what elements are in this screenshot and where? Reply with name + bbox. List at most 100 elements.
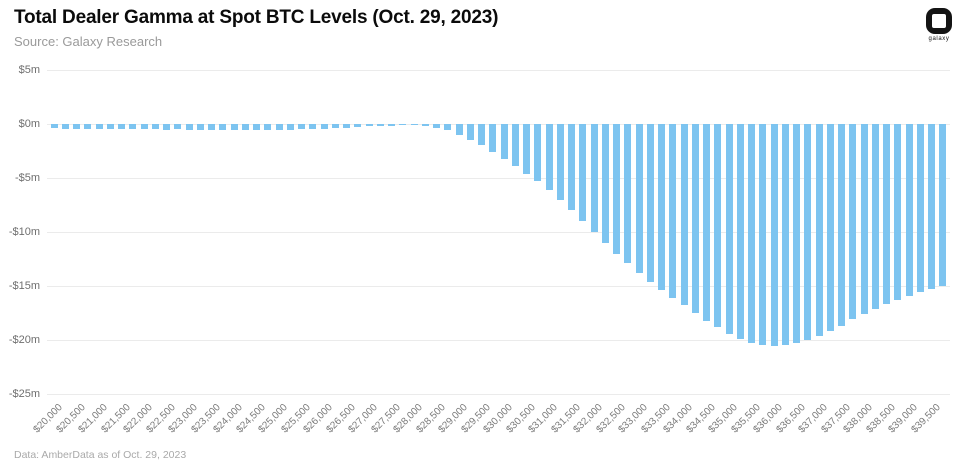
- y-axis-label: $5m: [18, 63, 40, 76]
- gridline: [47, 124, 950, 125]
- bar: [894, 124, 902, 301]
- gridline: [47, 394, 950, 395]
- bar: [905, 124, 913, 296]
- bar: [50, 124, 58, 129]
- bar: [208, 124, 215, 130]
- bar: [219, 124, 227, 130]
- bar: [534, 124, 542, 182]
- bar: [916, 124, 924, 293]
- bar: [84, 124, 92, 129]
- galaxy-logo-icon-hole: [932, 14, 946, 28]
- bar: [489, 124, 497, 153]
- bar: [264, 124, 272, 130]
- bar: [129, 124, 137, 129]
- y-axis-label: -$10m: [8, 225, 40, 238]
- bar: [624, 124, 632, 264]
- bar: [849, 124, 857, 320]
- bar: [646, 124, 654, 282]
- bar: [61, 124, 69, 129]
- bar: [388, 124, 395, 126]
- bar: [523, 124, 530, 174]
- galaxy-logo-label: galaxy: [928, 36, 950, 42]
- bar: [320, 124, 328, 129]
- bar: [748, 124, 755, 344]
- bar: [804, 124, 812, 340]
- bar: [590, 124, 598, 232]
- bar: [230, 124, 238, 130]
- bar: [466, 124, 474, 141]
- bar: [151, 124, 159, 130]
- y-axis-labels: $5m $0m -$5m -$10m -$15m -$20m -$25m: [0, 64, 42, 400]
- bar: [163, 124, 170, 130]
- bar: [455, 124, 463, 135]
- bar: [433, 124, 440, 129]
- bar: [883, 124, 890, 305]
- bar: [545, 124, 553, 190]
- bar: [826, 124, 834, 332]
- bar: [781, 124, 789, 346]
- bar: [174, 124, 182, 130]
- chart-subtitle: Source: Galaxy Research: [14, 34, 163, 49]
- bar: [343, 124, 350, 128]
- y-axis-label: -$25m: [8, 387, 40, 400]
- gridline: [47, 232, 950, 233]
- galaxy-logo-icon: [926, 8, 952, 34]
- bar: [500, 124, 508, 159]
- bar: [714, 124, 722, 328]
- bar: [939, 124, 947, 286]
- bar: [815, 124, 823, 336]
- bar: [376, 124, 384, 126]
- gridline: [47, 340, 950, 341]
- bar: [95, 124, 103, 129]
- y-axis-label: -$15m: [8, 279, 40, 292]
- bar: [73, 124, 80, 129]
- bar: [736, 124, 744, 339]
- bar: [196, 124, 204, 130]
- bar: [478, 124, 485, 145]
- footer-note: Data: AmberData as of Oct. 29, 2023: [14, 449, 187, 461]
- bar: [613, 124, 620, 254]
- bar: [118, 124, 125, 130]
- bar: [410, 124, 418, 126]
- bar: [838, 124, 845, 326]
- bar: [185, 124, 193, 130]
- bar: [399, 124, 407, 126]
- bar: [568, 124, 575, 211]
- bar: [860, 124, 868, 315]
- bar: [511, 124, 519, 167]
- bar: [298, 124, 305, 130]
- bar: [579, 124, 587, 222]
- bar: [253, 124, 260, 130]
- bar: [556, 124, 564, 200]
- chart-title: Total Dealer Gamma at Spot BTC Levels (O…: [14, 7, 499, 28]
- bar: [354, 124, 362, 128]
- bar: [669, 124, 677, 298]
- y-axis-label: $0m: [18, 117, 40, 130]
- bar: [140, 124, 148, 130]
- bar: [309, 124, 317, 130]
- gridline: [47, 286, 950, 287]
- bar: [770, 124, 778, 347]
- bar: [680, 124, 688, 306]
- gridline: [47, 178, 950, 179]
- bar: [331, 124, 339, 129]
- bar: [106, 124, 114, 129]
- bar: [635, 124, 643, 274]
- bar: [444, 124, 452, 131]
- bar: [691, 124, 699, 313]
- gridline: [47, 70, 950, 71]
- bar: [286, 124, 294, 130]
- bar: [759, 124, 767, 346]
- y-axis-label: -$5m: [14, 171, 40, 184]
- bar: [275, 124, 283, 130]
- y-axis-label: -$20m: [8, 333, 40, 346]
- bar: [601, 124, 609, 243]
- bar: [658, 124, 665, 291]
- bar: [365, 124, 373, 127]
- galaxy-logo: galaxy: [919, 8, 959, 42]
- bar: [241, 124, 249, 130]
- bar: [793, 124, 800, 344]
- plot-area: $20,000 $20,500 $21,000 $21,500 $22,000 $22,5…: [31, 70, 950, 435]
- bar: [703, 124, 710, 321]
- bar: [928, 124, 935, 290]
